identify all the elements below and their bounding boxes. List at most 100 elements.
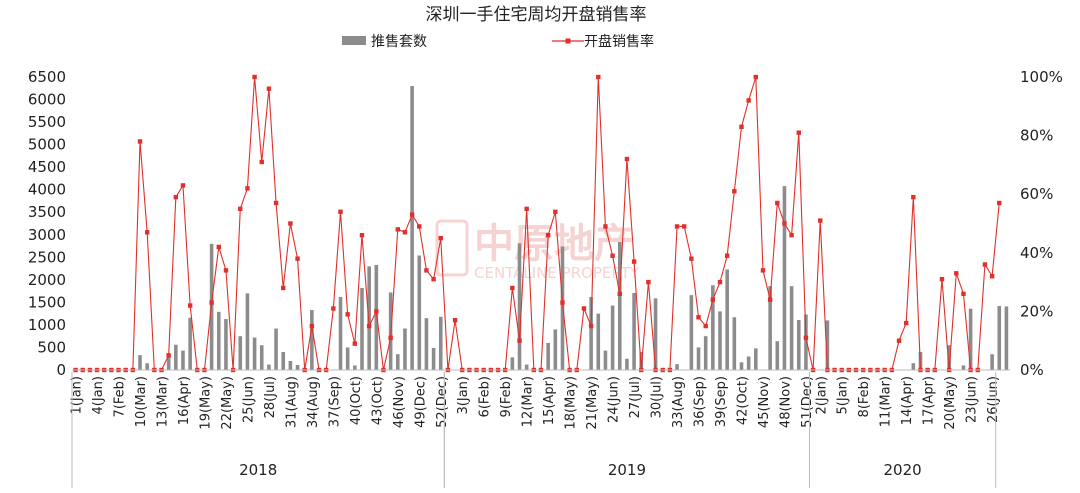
bar [603,350,608,370]
bar [911,363,916,370]
bar-series [138,86,1009,370]
y-left-tick-label: 1500 [28,293,66,311]
rate-point [338,209,343,214]
bar [725,269,729,370]
y-right-tick-label: 0% [1020,361,1044,379]
rate-point [696,315,701,320]
rate-point [295,256,300,261]
x-tick-label: 51(Dec) [800,376,815,428]
rate-point [767,297,773,302]
x-tick-label: 12(Mar) [521,376,536,427]
y-left-tick-label: 0 [56,361,66,379]
bar [403,328,407,370]
rate-point [216,244,221,250]
rate-point [760,268,766,273]
rate-point [137,139,143,144]
bar [259,345,264,370]
rate-point [911,194,916,200]
rate-point [266,86,272,91]
watermark: 中原地产 CENTALINE PROPERTY [435,219,640,282]
x-tick-label: 16(Apr) [177,376,192,425]
bar [689,295,694,370]
rate-point [366,323,372,329]
rate-point [796,130,801,135]
bar [739,362,744,370]
rate-point [982,262,988,267]
rate-point [989,274,995,279]
rate-point [252,74,257,80]
rate-point [674,224,680,229]
y-right-tick-label: 100% [1020,68,1063,86]
bar [438,316,443,370]
rate-point [689,256,694,261]
x-tick-label: 19(May) [198,376,213,430]
rate-point [997,200,1002,206]
bar [546,342,550,370]
rate-point [545,233,551,238]
x-tick-label: 39(Sep) [714,376,729,427]
x-tick-label: 15(Apr) [542,376,557,425]
y-left-tick-label: 6000 [28,91,66,109]
bar [782,186,787,370]
rate-point [510,285,515,291]
rate-point [245,186,250,191]
bar [224,319,228,370]
y-axis-right: 0% 20% 40% 60% 80% 100% [1020,68,1063,379]
rate-point [553,209,558,214]
bar [804,314,808,370]
bar [238,336,243,370]
x-tick-label: 36(Sep) [693,376,708,427]
bar [789,286,794,370]
legend-line-marker [565,38,571,44]
x-tick-label: 18(May) [564,376,579,430]
x-tick-label: 10(Mar) [134,376,149,427]
bar [345,347,350,370]
bar [589,296,593,370]
rate-point [631,259,637,264]
bar [768,286,772,370]
y-left-tick-label: 2000 [28,271,66,289]
rate-point [732,189,737,194]
x-tick-label: 24(Jun) [607,376,622,423]
bar [990,354,994,370]
rate-point [724,253,730,258]
rate-point [646,279,651,285]
y-left-tick-label: 2500 [28,248,66,266]
rate-point [603,224,608,229]
x-tick-label: 40(Oct) [349,376,364,425]
bar [245,293,250,370]
bar [267,364,271,370]
x-tick-label: 21(May) [585,376,600,430]
bar [560,246,565,370]
y-left-tick-label: 4000 [28,181,66,199]
x-tick-label: 7(Feb) [113,376,128,417]
x-tick-label: 6(Feb) [478,376,493,417]
rate-point [238,206,243,212]
x-tick-label: 2(Jan) [814,376,829,414]
x-tick-label: 5(Jan) [836,376,851,414]
rate-point [710,297,716,302]
bar [653,298,658,370]
watermark-cn: 中原地产 [474,221,634,267]
y-right-tick-label: 40% [1020,244,1053,262]
bar [517,243,522,370]
x-tick-label: 13(Mar) [156,376,171,427]
rate-point [753,74,759,80]
bar [696,347,701,370]
rate-point [818,218,823,223]
bar [703,336,708,370]
bar [145,363,149,370]
bar [431,347,436,370]
x-tick-label: 34(Aug) [306,376,321,428]
bar [310,310,314,370]
x-tick-label: 43(Oct) [370,376,385,425]
bar [188,317,192,370]
bar [360,287,364,370]
x-tick-label: 9(Feb) [499,376,514,417]
rate-point [775,200,780,206]
x-tick-label: 33(Aug) [671,376,686,428]
x-tick-label: 28(Jul) [263,376,278,418]
year-groups: 2018 2019 2020 [71,372,997,488]
rate-point [402,230,408,235]
